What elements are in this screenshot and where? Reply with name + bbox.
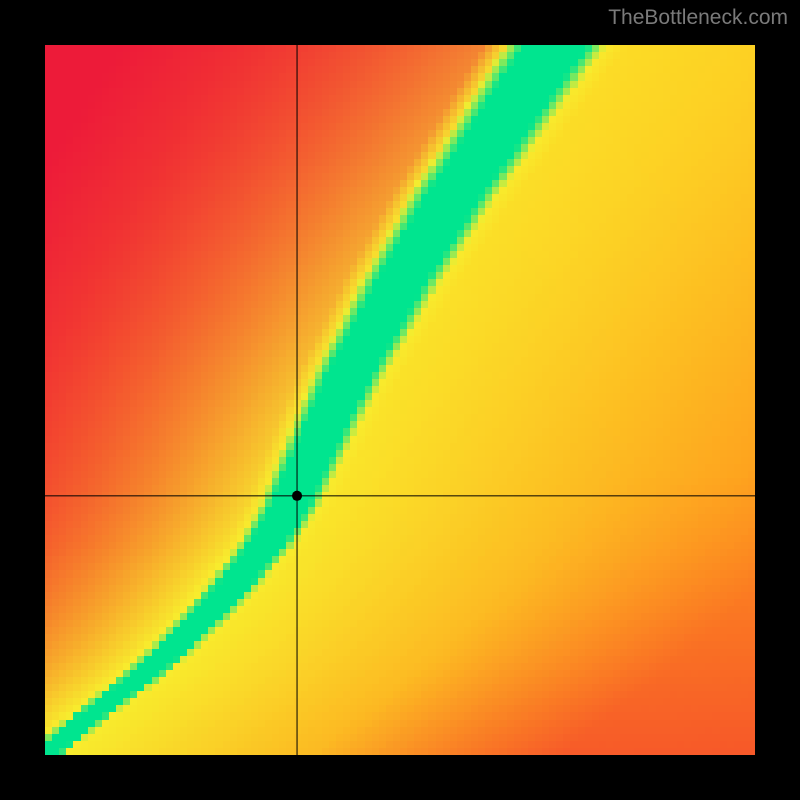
watermark-text: TheBottleneck.com — [608, 6, 788, 30]
heatmap-canvas — [45, 45, 755, 755]
plot-area — [45, 45, 755, 755]
chart-container: TheBottleneck.com — [0, 0, 800, 800]
